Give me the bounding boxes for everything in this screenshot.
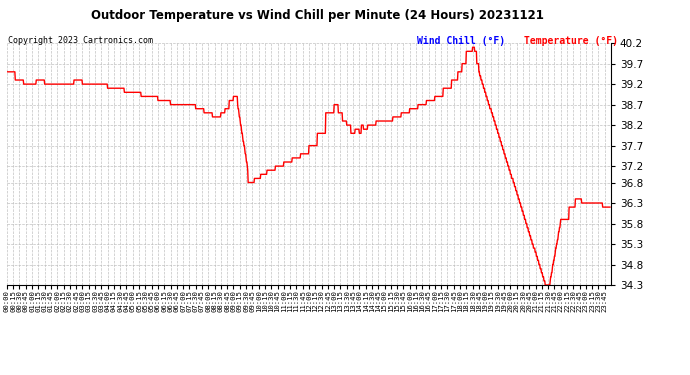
Text: Wind Chill (°F): Wind Chill (°F) bbox=[417, 36, 506, 46]
Text: Temperature (°F): Temperature (°F) bbox=[524, 36, 618, 46]
Text: Outdoor Temperature vs Wind Chill per Minute (24 Hours) 20231121: Outdoor Temperature vs Wind Chill per Mi… bbox=[91, 9, 544, 22]
Text: Copyright 2023 Cartronics.com: Copyright 2023 Cartronics.com bbox=[8, 36, 153, 45]
